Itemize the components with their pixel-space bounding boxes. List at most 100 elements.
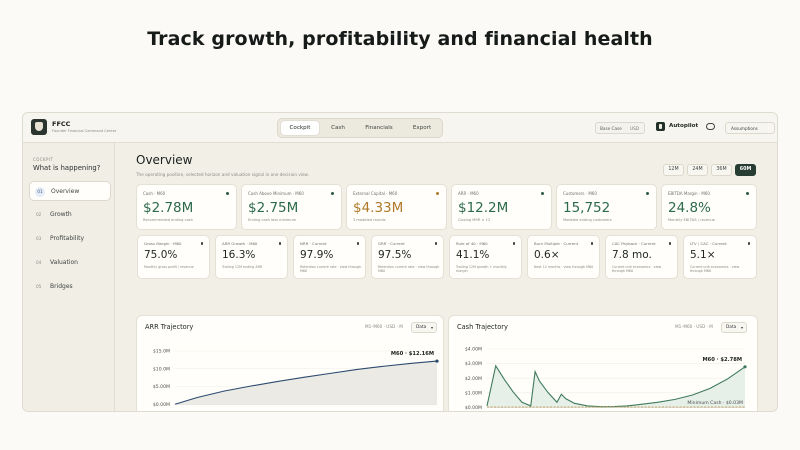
kpi-value: 24.8% — [668, 200, 711, 216]
kpi-sub: Recommended ending cash — [143, 218, 193, 222]
y-tick-label: $4.00M — [465, 347, 482, 353]
kpi-value: 5.1× — [690, 249, 716, 261]
chart-data-dropdown[interactable]: Data ▾ — [721, 322, 747, 333]
chart-data-label: Data — [726, 325, 737, 330]
kpi-label: ARR Growth · M60 — [222, 241, 258, 246]
tab-cash[interactable]: Cash — [331, 125, 345, 131]
page-title: Overview — [136, 153, 193, 167]
kpi-label: Cash · M60 — [143, 191, 166, 196]
y-tick-label: $5.00M — [153, 384, 170, 390]
kpi-label: Rule of 40 · M60 — [456, 241, 488, 246]
status-dot — [668, 242, 671, 245]
series-line — [486, 364, 746, 408]
y-tick-label: $15.0M — [153, 349, 170, 355]
status-dot — [356, 242, 359, 245]
horizon-36m-button[interactable]: 36M — [711, 164, 732, 176]
kpi-value: 97.9% — [300, 249, 334, 261]
kpi-card-external-capital: External Capital · M60 $4.33M 3 modeled … — [346, 184, 447, 230]
kpi-label: Burn Multiple · Current — [534, 241, 579, 246]
status-dot — [331, 192, 334, 195]
end-annotation: M60 · $2.78M — [702, 357, 742, 363]
kpi-card-nrr: NRR · Current 97.9% Retention current ra… — [293, 235, 366, 279]
toggle-icon[interactable] — [706, 123, 715, 130]
sidebar-item-overview[interactable]: 01 Overview — [29, 181, 111, 201]
sidebar-item-bridges[interactable]: 05 Bridges — [29, 277, 111, 297]
scenario-label: Base Case — [600, 126, 622, 131]
chevron-down-icon: ▾ — [740, 325, 743, 330]
status-dot — [278, 242, 281, 245]
end-point — [435, 359, 439, 363]
tab-cockpit[interactable]: Cockpit — [281, 121, 319, 135]
sidebar-item-label: Profitability — [50, 235, 85, 242]
sidebar-item-label: Bridges — [50, 283, 73, 290]
autopilot-button[interactable]: Autopilot — [669, 123, 699, 129]
kpi-sub: Current unit economics · view through M6… — [690, 265, 740, 274]
kpi-card-cac-payback: CAC Payback · Current 7.8 mo. Current un… — [605, 235, 678, 279]
y-tick-label: $1.00M — [465, 390, 482, 396]
top-bar: FFCC Founder Financial Command Center Co… — [23, 113, 777, 143]
kpi-card-burn-multiple: Burn Multiple · Current 0.6× Next 12 mon… — [527, 235, 600, 279]
kpi-sub: Monthly EBITDA / revenue — [668, 218, 715, 222]
chart-meta: M1–M60 · USD · M — [675, 324, 713, 329]
tab-export[interactable]: Export — [412, 125, 432, 131]
kpi-label: ARR · M60 — [458, 191, 479, 196]
kpi-sub: Closing MRR × 12 — [458, 218, 491, 222]
horizon-24m-button[interactable]: 24M — [687, 164, 708, 176]
main-nav: Cockpit Cash Financials Export — [277, 118, 443, 138]
series-area — [175, 361, 437, 405]
kpi-value: $2.78M — [143, 200, 194, 216]
kpi-value: 7.8 mo. — [612, 249, 652, 261]
sidebar-item-valuation[interactable]: 04 Valuation — [29, 253, 111, 273]
kpi-sub: Retention current rate · view through M6… — [300, 265, 362, 274]
sidebar-item-number: 02 — [36, 212, 42, 217]
kpi-value: 0.6× — [534, 249, 560, 261]
status-dot — [747, 242, 750, 245]
kpi-label: EBITDA Margin · M60 — [668, 191, 710, 196]
chevron-down-icon: ▾ — [430, 325, 433, 330]
chart-meta: M1–M60 · USD · M — [365, 324, 403, 329]
chart-title: ARR Trajectory — [145, 323, 194, 331]
kpi-card-ltv-cac: LTV / CAC · Current 5.1× Current unit ec… — [683, 235, 757, 279]
y-tick-label: $0.00M — [465, 405, 482, 411]
kpi-label: Customers · M60 — [563, 191, 597, 196]
status-dot — [200, 242, 203, 245]
sidebar-item-number: 01 — [35, 187, 45, 197]
kpi-card-grr: GRR · Current 97.5% Retention current ra… — [371, 235, 444, 279]
kpi-label: External Capital · M60 — [353, 191, 398, 196]
kpi-label: GRR · Current — [378, 241, 405, 246]
assumptions-button[interactable]: Assumptions — [725, 122, 775, 134]
assumptions-label: Assumptions — [731, 126, 758, 131]
horizon-12m-button[interactable]: 12M — [663, 164, 684, 176]
kpi-label: Gross Margin · M60 — [144, 241, 182, 246]
page-subtitle: The operating position, selected horizon… — [136, 172, 309, 177]
kpi-sub: Ending cash less minimum — [248, 218, 297, 222]
y-tick-label: $2.00M — [465, 376, 482, 382]
autopilot-icon[interactable] — [656, 122, 665, 131]
kpi-sub: Retention current rate · view through M6… — [378, 265, 440, 274]
arr-chart-card: ARR Trajectory M1–M60 · USD · M Data ▾ $… — [136, 315, 444, 411]
main-content: Overview The operating position, selecte… — [115, 143, 777, 411]
scenario-select[interactable]: Base Case USD — [595, 122, 645, 134]
y-tick-label: $0.00M — [153, 402, 170, 408]
horizon-60m-button[interactable]: 60M — [735, 164, 756, 176]
kpi-card-ebitda-margin: EBITDA Margin · M60 24.8% Monthly EBITDA… — [661, 184, 757, 230]
sidebar-item-growth[interactable]: 02 Growth — [29, 205, 111, 225]
brand-name: FFCC — [52, 120, 71, 128]
series-line — [174, 360, 438, 405]
chart-data-label: Data — [416, 325, 427, 330]
sidebar-item-label: Valuation — [50, 259, 78, 266]
tab-financials[interactable]: Financials — [365, 125, 393, 131]
kpi-value: 41.1% — [456, 249, 490, 261]
status-dot — [541, 192, 544, 195]
sidebar-item-profitability[interactable]: 03 Profitability — [29, 229, 111, 249]
kpi-sub: Trailing 12M ending ARR — [222, 265, 263, 269]
chart-title: Cash Trajectory — [457, 323, 508, 331]
kpi-sub: Next 12 months · view through M60 — [534, 265, 594, 269]
sidebar-item-number: 05 — [36, 284, 42, 289]
status-dot — [226, 192, 229, 195]
arr-chart: $15.0M$10.0M$5.00M$0.00M($5.00M)M60 · $1… — [153, 349, 439, 408]
chart-data-dropdown[interactable]: Data ▾ — [411, 322, 437, 333]
sidebar-item-label: Overview — [51, 188, 80, 195]
currency-label: USD — [630, 126, 639, 131]
page-headline: Track growth, profitability and financia… — [147, 28, 653, 50]
